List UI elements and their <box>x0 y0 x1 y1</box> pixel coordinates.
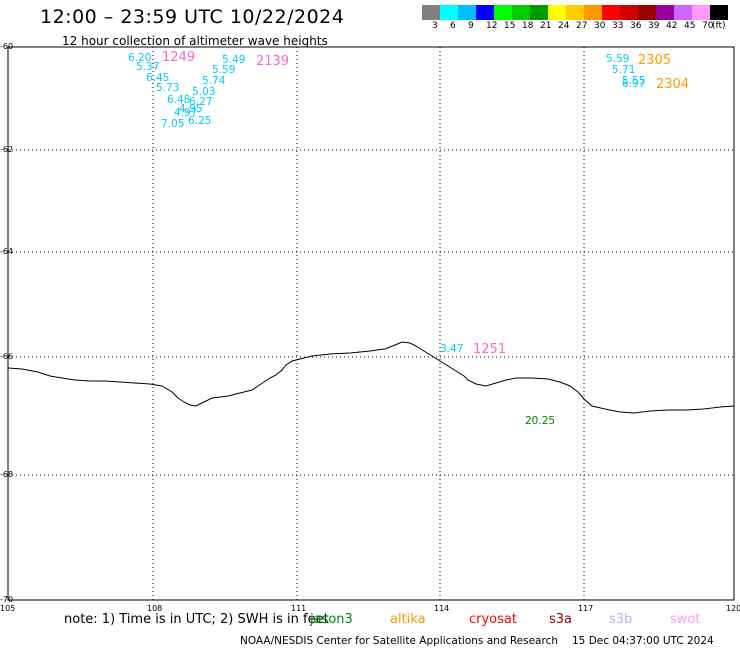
pass-time-label: 1251 <box>473 342 506 357</box>
colorbar-swatch <box>422 5 440 20</box>
wave-height-label: 5.73 <box>156 82 179 94</box>
latitude-label: -60 <box>0 42 14 51</box>
wave-height-colorbar <box>422 5 728 20</box>
pass-time-label: 1249 <box>162 50 195 65</box>
footer-timestamp: 15 Dec 04:37:00 UTC 2024 <box>572 635 714 647</box>
satellite-legend-altika: altika <box>390 612 426 627</box>
wave-height-label: 5.55 <box>622 75 645 87</box>
longitude-label: 108 <box>147 604 163 613</box>
colorbar-tick-label: 24 <box>558 21 570 31</box>
satellite-legend-cryosat: cryosat <box>469 612 517 627</box>
longitude-label: 111 <box>291 604 307 613</box>
wave-height-label: 5.59 <box>606 53 629 65</box>
colorbar-swatch <box>566 5 584 20</box>
page-title: 12:00 – 23:59 UTC 10/22/2024 <box>40 6 345 28</box>
colorbar-tick-label: 45 <box>684 21 696 31</box>
longitude-label: 120 <box>726 604 740 613</box>
colorbar-swatch <box>494 5 512 20</box>
colorbar-tick-label: 33 <box>612 21 624 31</box>
colorbar-swatch <box>620 5 638 20</box>
wave-height-label: 4.95 <box>179 103 202 115</box>
colorbar-tick-label: 18 <box>522 21 534 31</box>
colorbar-tick-label: 36 <box>630 21 642 31</box>
satellite-legend-jason3: jason3 <box>310 612 353 627</box>
wave-height-label: 5.49 <box>222 54 245 66</box>
pass-time-label: 2139 <box>256 54 289 69</box>
colorbar-swatch <box>476 5 494 20</box>
wave-height-label: 5.37 <box>136 61 159 73</box>
colorbar-tick-label: 42 <box>666 21 678 31</box>
longitude-label: 114 <box>434 604 450 613</box>
colorbar-swatch <box>692 5 710 20</box>
colorbar-swatch <box>602 5 620 20</box>
colorbar-tick-label: 9 <box>468 21 474 31</box>
colorbar-swatch <box>674 5 692 20</box>
wave-height-label: 6.45 <box>146 72 169 84</box>
pass-time-label: 2304 <box>656 77 689 92</box>
map-grid <box>8 47 734 600</box>
longitude-label: 105 <box>0 604 16 613</box>
note-text: note: 1) Time is in UTC; 2) SWH is in fe… <box>64 612 329 627</box>
colorbar-tick-label: 3 <box>432 21 438 31</box>
colorbar-unit: (ft) <box>712 21 726 31</box>
wave-height-label: 3.47 <box>440 343 463 355</box>
colorbar-swatch <box>512 5 530 20</box>
colorbar-tick-label: 30 <box>594 21 606 31</box>
satellite-legend-s3a: s3a <box>549 612 573 627</box>
latitude-label: -64 <box>0 247 14 256</box>
colorbar-swatch <box>440 5 458 20</box>
wave-height-label: 6.20 <box>128 52 151 64</box>
satellite-legend-s3b: s3b <box>609 612 633 627</box>
antarctic-coastline <box>7 341 735 414</box>
footer: NOAA/NESDIS Center for Satellite Applica… <box>240 635 714 647</box>
satellite-legend-swot: swot <box>670 612 701 627</box>
pass-time-label: 2305 <box>638 53 671 68</box>
colorbar-swatch <box>638 5 656 20</box>
longitude-label: 117 <box>578 604 594 613</box>
wave-height-label: 6.97 <box>622 78 645 90</box>
wave-height-label: 5.71 <box>612 64 635 76</box>
colorbar-tick-label: 15 <box>504 21 516 31</box>
page-subtitle: 12 hour collection of altimeter wave hei… <box>62 34 328 48</box>
map-labels: 6.205.376.455.736.484.977.055.495.595.74… <box>128 50 689 427</box>
colorbar-tick-label: 70 <box>702 21 714 31</box>
colorbar-tick-label: 39 <box>648 21 660 31</box>
wave-height-label: 6.48 <box>167 94 190 106</box>
colorbar-swatch <box>584 5 602 20</box>
colorbar-swatch <box>656 5 674 20</box>
wave-height-label: 7.05 <box>161 118 184 130</box>
latitude-label: -70 <box>0 595 14 604</box>
footer-org: NOAA/NESDIS Center for Satellite Applica… <box>240 635 558 647</box>
wave-height-label: 20.25 <box>525 415 555 427</box>
wave-height-label: 6.27 <box>189 96 212 108</box>
colorbar-swatch <box>548 5 566 20</box>
colorbar-tick-label: 27 <box>576 21 588 31</box>
colorbar-swatch <box>530 5 548 20</box>
wave-height-label: 5.59 <box>212 64 235 76</box>
wave-height-label: 4.97 <box>174 107 197 119</box>
colorbar-tick-label: 21 <box>540 21 552 31</box>
colorbar-tick-label: 12 <box>486 21 498 31</box>
map-frame <box>7 46 735 601</box>
colorbar-tick-label: 6 <box>450 21 456 31</box>
colorbar-swatch <box>710 5 728 20</box>
colorbar-swatch <box>458 5 476 20</box>
wave-height-label: 5.74 <box>202 75 226 87</box>
wave-height-label: 6.25 <box>188 115 211 127</box>
latitude-label: -66 <box>0 352 14 361</box>
latitude-label: -62 <box>0 145 14 154</box>
wave-height-label: 5.03 <box>192 86 215 98</box>
latitude-label: -68 <box>0 470 14 479</box>
